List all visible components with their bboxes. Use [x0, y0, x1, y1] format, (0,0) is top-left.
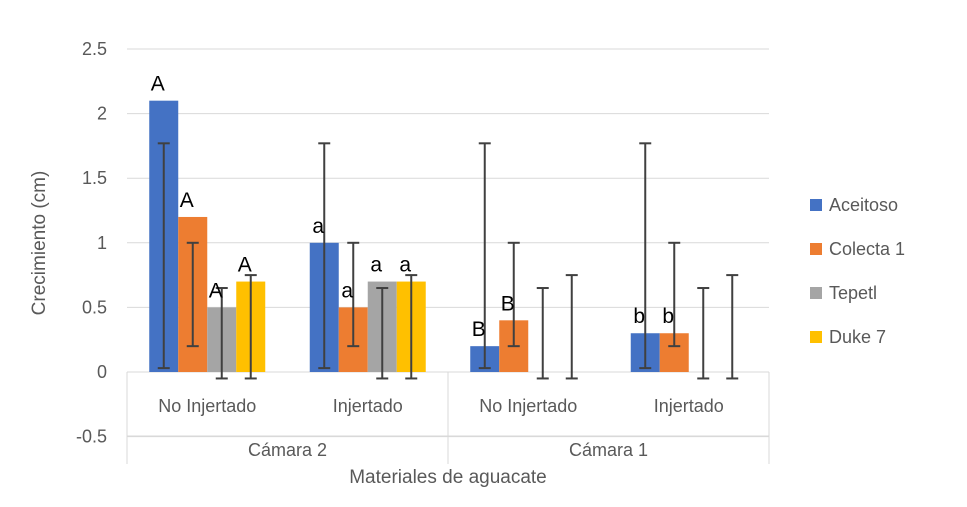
- significance-letter: b: [662, 305, 674, 328]
- category-label: Injertado: [654, 396, 724, 416]
- axis-labels: Crecimiento (cm) Materiales de aguacate: [29, 171, 547, 488]
- legend: Aceitoso Colecta 1 Tepetl Duke 7: [810, 195, 905, 347]
- legend-label: Colecta 1: [829, 239, 905, 259]
- category-label: Injertado: [333, 396, 403, 416]
- significance-letter: A: [151, 73, 165, 96]
- x-axis-title: Materiales de aguacate: [349, 467, 547, 488]
- legend-swatch: [810, 199, 822, 211]
- legend-swatch: [810, 287, 822, 299]
- group-label: Cámara 1: [569, 440, 648, 460]
- significance-letter: A: [180, 189, 194, 212]
- significance-letter: a: [370, 254, 382, 277]
- legend-label: Tepetl: [829, 283, 877, 303]
- legend-label: Duke 7: [829, 327, 886, 347]
- y-tick-label: -0.5: [76, 427, 107, 447]
- legend-swatch: [810, 331, 822, 343]
- y-tick-label: 2.5: [82, 39, 107, 59]
- category-axis: No Injertado Injertado Cámara 2 No Injertad…: [126, 371, 770, 464]
- category-label: No Injertado: [479, 396, 577, 416]
- significance-letter: b: [633, 305, 645, 328]
- error-bars: [157, 142, 739, 380]
- y-tick-label: 1.5: [82, 168, 107, 188]
- category-label: No Injertado: [158, 396, 256, 416]
- bars: [149, 100, 689, 373]
- significance-letter: A: [238, 254, 252, 277]
- significance-letter: B: [501, 292, 515, 315]
- significance-letter: a: [341, 279, 353, 302]
- significance-letter: B: [472, 318, 486, 341]
- group-label: Cámara 2: [248, 440, 327, 460]
- y-tick-label: 0.5: [82, 297, 107, 317]
- significance-letter: A: [209, 279, 223, 302]
- legend-label: Aceitoso: [829, 195, 898, 215]
- significance-letter: a: [399, 254, 411, 277]
- y-tick-label: 0: [97, 362, 107, 382]
- y-axis-title: Crecimiento (cm): [29, 171, 50, 316]
- y-tick-label: 1: [97, 233, 107, 253]
- significance-letter: a: [312, 215, 324, 238]
- legend-swatch: [810, 243, 822, 255]
- y-tick-label: 2: [97, 104, 107, 124]
- gridlines: -0.5 0 0.5 1 1.5 2 2.5: [76, 39, 769, 447]
